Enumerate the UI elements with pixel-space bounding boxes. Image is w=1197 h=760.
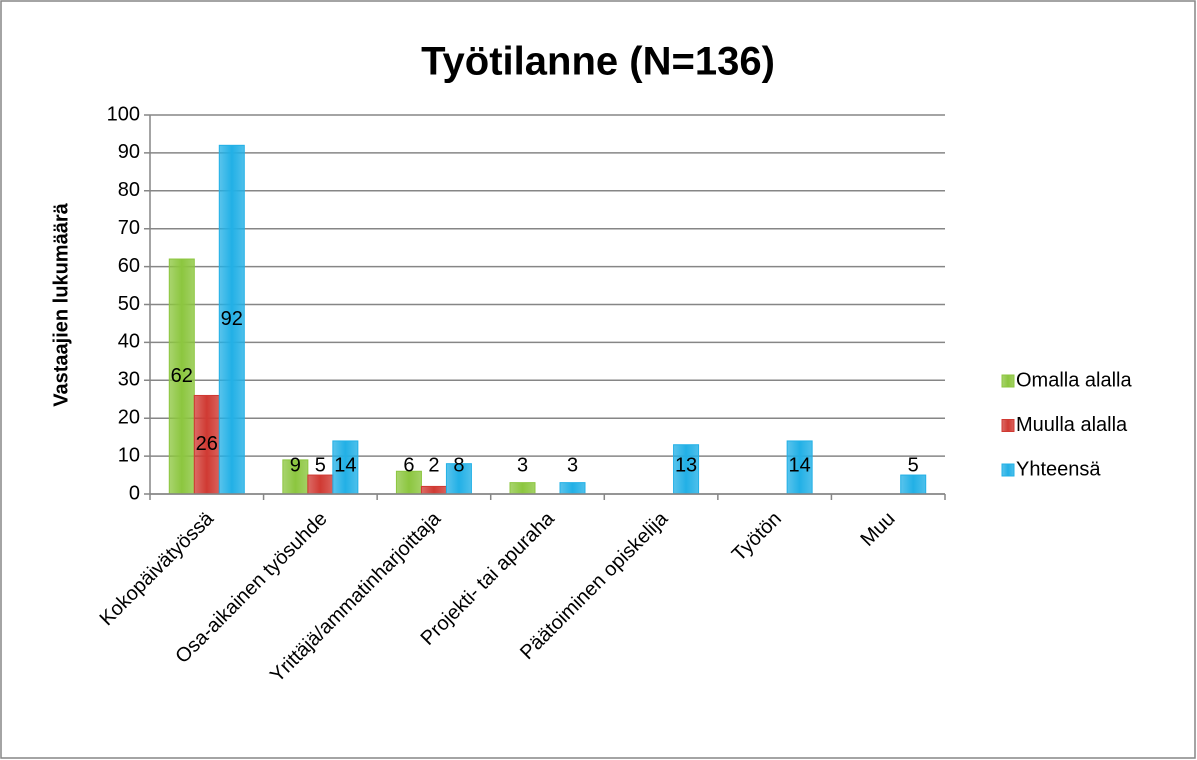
bar — [559, 482, 586, 495]
data-label: 9 — [290, 454, 301, 476]
bar — [420, 485, 447, 495]
data-label: 6 — [403, 454, 414, 476]
bar — [786, 440, 813, 495]
legend-label: Omalla alalla — [1016, 369, 1132, 391]
legend-swatch — [1001, 374, 1015, 388]
y-axis-label: Vastaajien lukumäärä — [50, 202, 72, 406]
y-tick-label: 20 — [118, 406, 140, 428]
data-label: 3 — [567, 454, 578, 476]
data-label: 14 — [789, 454, 811, 476]
y-tick-label: 30 — [118, 369, 140, 391]
y-tick-label: 80 — [118, 179, 140, 201]
data-label: 92 — [221, 308, 243, 330]
y-tick-label: 70 — [118, 217, 140, 239]
y-tick-label: 50 — [118, 293, 140, 315]
legend-label: Muulla alalla — [1016, 414, 1128, 436]
data-label: 26 — [196, 433, 218, 455]
data-label: 8 — [453, 454, 464, 476]
data-label: 62 — [171, 365, 193, 387]
y-tick-label: 60 — [118, 255, 140, 277]
chart-title: Työtilanne (N=136) — [421, 40, 775, 84]
bar — [218, 144, 245, 495]
y-tick-label: 100 — [107, 103, 140, 125]
data-label: 5 — [908, 454, 919, 476]
y-tick-label: 10 — [118, 444, 140, 466]
y-tick-label: 90 — [118, 141, 140, 163]
bar — [307, 474, 334, 495]
y-tick-label: 40 — [118, 331, 140, 353]
legend-swatch — [1001, 463, 1015, 477]
data-label: 14 — [334, 454, 356, 476]
bar — [509, 482, 536, 495]
data-label: 5 — [315, 454, 326, 476]
y-tick-label: 0 — [129, 482, 140, 504]
legend-label: Yhteensä — [1016, 458, 1101, 480]
bar — [445, 463, 472, 495]
bar — [900, 474, 927, 495]
data-label: 2 — [428, 454, 439, 476]
bar — [673, 444, 700, 495]
data-label: 13 — [675, 454, 697, 476]
data-label: 3 — [517, 454, 528, 476]
legend-swatch — [1001, 419, 1015, 432]
